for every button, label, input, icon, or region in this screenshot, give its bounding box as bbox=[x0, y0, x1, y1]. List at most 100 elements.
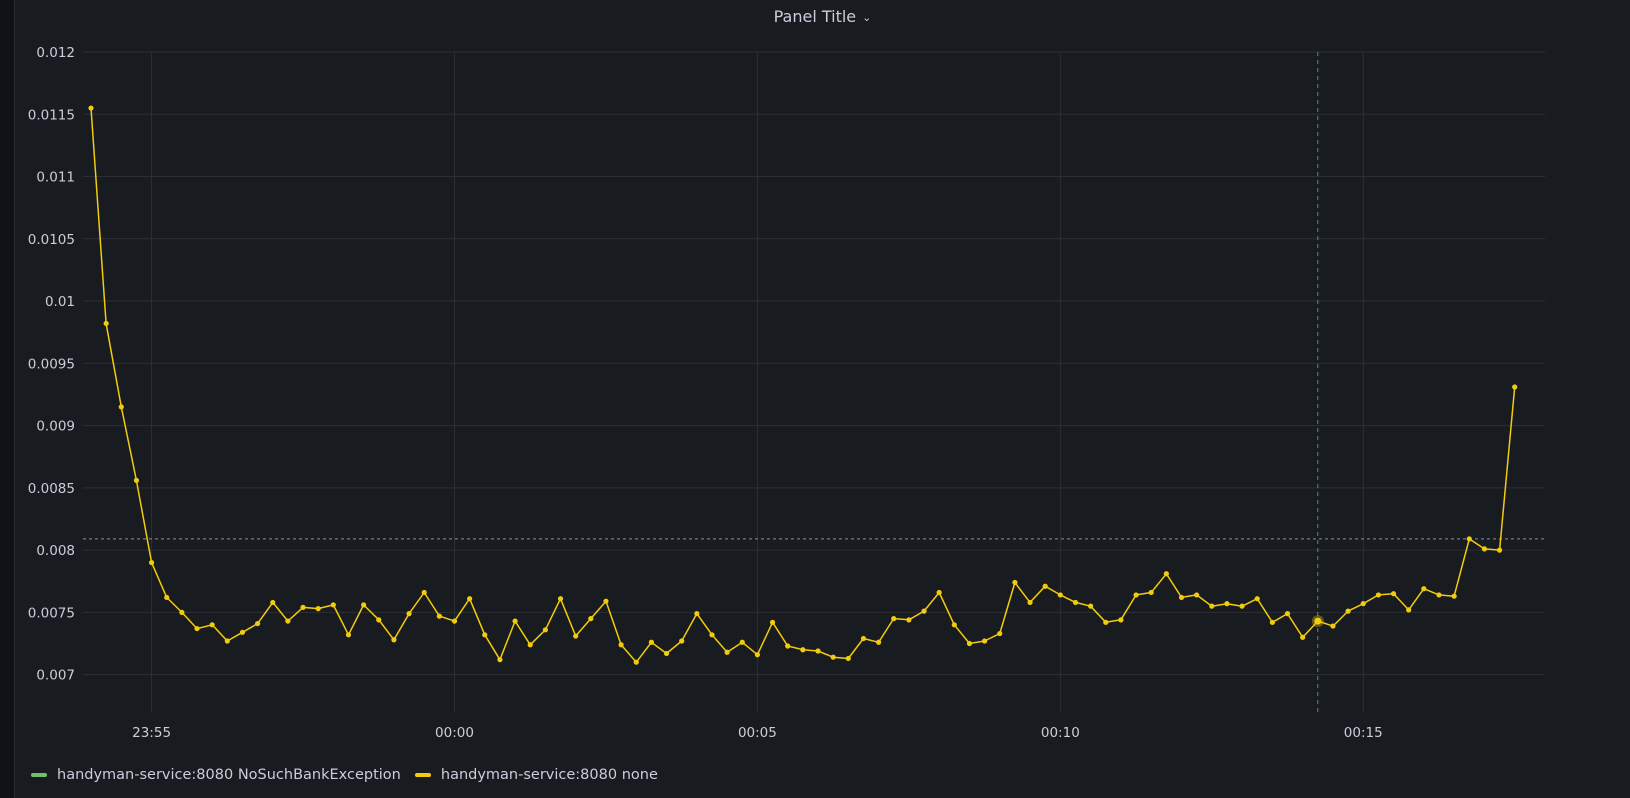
data-point bbox=[573, 633, 579, 639]
data-point bbox=[345, 632, 352, 638]
y-tick-label: 0.007 bbox=[36, 668, 75, 684]
data-point bbox=[133, 477, 140, 483]
legend-item-none[interactable]: handyman-service:8080 none bbox=[414, 767, 658, 783]
x-axis: 23:55 00:00 00:05 00:10 00:15 bbox=[132, 725, 1383, 741]
data-point bbox=[1254, 596, 1260, 602]
grid-lines bbox=[83, 51, 1545, 712]
data-point bbox=[255, 620, 261, 627]
y-tick-label: 0.0095 bbox=[28, 356, 75, 372]
data-point bbox=[361, 602, 367, 608]
panel-title-menu[interactable]: Panel Title ⌄ bbox=[774, 7, 872, 26]
data-point bbox=[633, 659, 639, 665]
data-point bbox=[800, 647, 806, 653]
data-point bbox=[739, 639, 745, 645]
y-tick-label: 0.008 bbox=[36, 543, 75, 559]
panel-title: Panel Title bbox=[773, 6, 857, 26]
data-point bbox=[376, 617, 382, 623]
data-point bbox=[679, 638, 685, 644]
legend-label: handyman-service:8080 NoSuchBankExceptio… bbox=[57, 767, 401, 783]
y-tick-label: 0.0085 bbox=[28, 481, 75, 497]
data-point bbox=[1118, 617, 1124, 623]
data-point bbox=[1148, 589, 1154, 596]
time-series-chart[interactable]: 0.007 0.0075 0.008 0.0085 0.009 0.0095 0.01 0.0… bbox=[15, 0, 1630, 760]
data-point bbox=[906, 617, 912, 623]
data-point bbox=[1057, 592, 1063, 598]
x-tick-label: 23:55 bbox=[132, 725, 171, 741]
y-tick-label: 0.01 bbox=[45, 294, 75, 310]
data-point bbox=[1088, 603, 1094, 609]
data-point bbox=[1178, 594, 1185, 601]
data-point bbox=[694, 611, 700, 617]
data-point bbox=[663, 650, 670, 657]
data-point bbox=[103, 320, 109, 327]
data-point bbox=[1406, 607, 1412, 613]
data-point bbox=[1239, 603, 1245, 609]
data-point bbox=[860, 635, 867, 642]
data-point bbox=[785, 643, 791, 649]
data-point bbox=[1436, 592, 1442, 598]
data-point bbox=[239, 629, 246, 635]
data-point bbox=[603, 598, 609, 604]
data-point bbox=[891, 616, 897, 622]
data-point bbox=[451, 618, 458, 624]
y-tick-label: 0.0115 bbox=[28, 107, 75, 123]
data-point bbox=[1375, 592, 1381, 598]
data-point bbox=[951, 622, 957, 628]
data-point bbox=[1360, 601, 1366, 607]
data-point bbox=[391, 637, 397, 643]
data-point bbox=[845, 655, 851, 662]
data-point bbox=[148, 559, 155, 566]
data-point bbox=[542, 627, 548, 633]
data-point bbox=[936, 589, 942, 596]
data-point bbox=[285, 618, 291, 624]
data-point bbox=[830, 654, 836, 660]
data-point bbox=[1284, 611, 1291, 617]
series-layer bbox=[88, 105, 1518, 665]
data-point bbox=[1300, 634, 1306, 640]
y-tick-label: 0.0075 bbox=[28, 605, 75, 621]
data-point bbox=[1103, 619, 1109, 625]
data-point bbox=[982, 638, 988, 644]
data-point bbox=[1269, 619, 1275, 625]
data-point bbox=[88, 105, 94, 111]
x-tick-label: 00:00 bbox=[435, 725, 474, 741]
data-point bbox=[588, 616, 594, 622]
data-point bbox=[467, 596, 473, 602]
data-point bbox=[1163, 571, 1169, 577]
data-point bbox=[618, 642, 624, 648]
data-point bbox=[1224, 601, 1230, 607]
data-point bbox=[815, 648, 821, 654]
y-tick-label: 0.0105 bbox=[28, 232, 75, 248]
panel-header: Panel Title ⌄ bbox=[15, 0, 1630, 32]
data-point bbox=[648, 639, 654, 645]
data-point bbox=[1421, 586, 1427, 592]
data-point bbox=[164, 594, 170, 601]
data-point bbox=[1345, 608, 1351, 614]
crosshair bbox=[83, 52, 1545, 712]
data-point bbox=[754, 652, 761, 658]
data-point bbox=[1072, 599, 1079, 606]
data-point bbox=[1496, 547, 1503, 553]
data-point bbox=[1314, 617, 1322, 625]
data-point bbox=[330, 602, 336, 608]
legend: handyman-service:8080 NoSuchBankExceptio… bbox=[31, 764, 658, 786]
data-point bbox=[300, 604, 306, 610]
series-line bbox=[90, 107, 1516, 663]
data-point bbox=[315, 606, 321, 612]
data-point bbox=[497, 657, 503, 663]
data-point bbox=[512, 618, 518, 624]
data-point bbox=[769, 619, 776, 625]
data-point bbox=[1133, 592, 1139, 598]
data-point bbox=[1012, 579, 1018, 586]
legend-swatch-green bbox=[31, 773, 47, 777]
legend-item-nosuchbankexception[interactable]: handyman-service:8080 NoSuchBankExceptio… bbox=[31, 767, 401, 783]
legend-label: handyman-service:8080 none bbox=[440, 767, 658, 783]
data-point bbox=[1481, 546, 1488, 552]
data-point bbox=[118, 404, 124, 410]
chevron-down-icon: ⌄ bbox=[862, 10, 872, 24]
y-tick-label: 0.011 bbox=[36, 170, 75, 186]
data-point bbox=[875, 639, 882, 645]
data-point bbox=[209, 622, 215, 628]
data-point bbox=[436, 613, 442, 619]
data-point bbox=[966, 640, 973, 647]
